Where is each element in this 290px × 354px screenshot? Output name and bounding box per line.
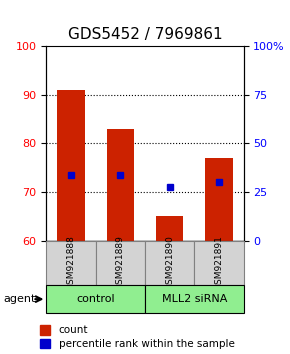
FancyBboxPatch shape [145,241,194,285]
Text: GSM921888: GSM921888 [66,235,76,290]
FancyBboxPatch shape [145,285,244,313]
FancyBboxPatch shape [46,285,145,313]
Text: GSM921891: GSM921891 [214,235,224,290]
Text: GSM921890: GSM921890 [165,235,174,290]
Text: control: control [76,294,115,304]
Bar [205,158,233,241]
Legend: count, percentile rank within the sample: count, percentile rank within the sample [40,325,235,349]
FancyBboxPatch shape [46,241,96,285]
Bar [57,90,85,241]
Title: GDS5452 / 7969861: GDS5452 / 7969861 [68,27,222,42]
Bar [156,216,183,241]
Text: GSM921889: GSM921889 [116,235,125,290]
Text: agent: agent [3,294,35,304]
Text: MLL2 siRNA: MLL2 siRNA [162,294,227,304]
FancyBboxPatch shape [194,241,244,285]
Bar [107,129,134,241]
FancyBboxPatch shape [96,241,145,285]
